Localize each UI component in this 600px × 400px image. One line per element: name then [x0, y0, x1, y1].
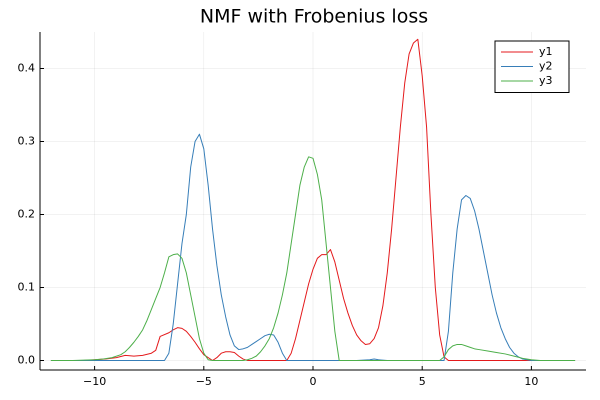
y-tick-label: 0.1 — [18, 281, 36, 294]
legend-label-y2: y2 — [539, 60, 553, 73]
legend-label-y1: y1 — [539, 45, 553, 58]
x-tick-label: 0 — [310, 375, 317, 388]
chart-title: NMF with Frobenius loss — [200, 6, 428, 28]
y-tick-label: 0.3 — [18, 135, 36, 148]
x-tick-label: 10 — [524, 375, 538, 388]
x-tick-label: 5 — [419, 375, 426, 388]
y-tick-label: 0.4 — [18, 62, 36, 75]
x-tick-label: −10 — [83, 375, 106, 388]
y-tick-label: 0.2 — [18, 208, 36, 221]
x-tick-label: −5 — [196, 375, 212, 388]
legend-label-y3: y3 — [539, 74, 553, 87]
y-tick-label: 0.0 — [18, 354, 36, 367]
